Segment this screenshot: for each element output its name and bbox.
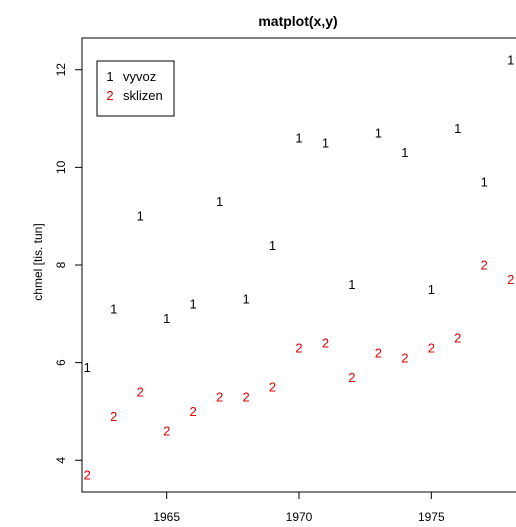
- point-sklizen-1973: 2: [375, 345, 382, 360]
- y-tick-label: 8: [54, 261, 68, 268]
- point-vyvoz-1977: 1: [481, 175, 488, 190]
- point-sklizen-1978: 2: [507, 272, 514, 287]
- point-sklizen-1968: 2: [242, 389, 249, 404]
- point-sklizen-1970: 2: [295, 340, 302, 355]
- point-vyvoz-1963: 1: [110, 301, 117, 316]
- y-tick-label: 10: [54, 160, 68, 174]
- point-sklizen-1974: 2: [401, 350, 408, 365]
- point-sklizen-1962: 2: [84, 467, 91, 482]
- point-sklizen-1975: 2: [428, 340, 435, 355]
- x-tick-label: 1965: [153, 510, 180, 524]
- point-vyvoz-1968: 1: [242, 292, 249, 307]
- point-vyvoz-1971: 1: [322, 135, 329, 150]
- point-vyvoz-1973: 1: [375, 126, 382, 141]
- point-vyvoz-1972: 1: [348, 277, 355, 292]
- point-vyvoz-1970: 1: [295, 131, 302, 146]
- point-vyvoz-1965: 1: [163, 311, 170, 326]
- point-sklizen-1965: 2: [163, 423, 170, 438]
- x-axis: 1965 1970 1975: [153, 492, 445, 524]
- point-vyvoz-1964: 1: [137, 209, 144, 224]
- y-tick-label: 4: [54, 457, 68, 464]
- point-sklizen-1972: 2: [348, 370, 355, 385]
- point-vyvoz-1974: 1: [401, 145, 408, 160]
- chart-title: matplot(x,y): [258, 13, 337, 29]
- point-sklizen-1969: 2: [269, 380, 276, 395]
- point-vyvoz-1976: 1: [454, 121, 461, 136]
- data-marks: 1 1 1 1 1 1 1 1 1 1 1 1 1 1 1 1 1 2 2 2 2 2 2 2 2 2 2 2 2 2 2 2 2 2: [84, 52, 515, 482]
- y-tick-label: 6: [54, 359, 68, 366]
- point-vyvoz-1969: 1: [269, 238, 276, 253]
- point-vyvoz-1975: 1: [428, 282, 435, 297]
- point-sklizen-1964: 2: [137, 384, 144, 399]
- legend-label-vyvoz: vyvoz: [123, 69, 156, 84]
- point-sklizen-1966: 2: [190, 404, 197, 419]
- y-axis: 4 6 8 10 12: [54, 63, 82, 464]
- legend-label-sklizen: sklizen: [123, 88, 163, 103]
- point-sklizen-1967: 2: [216, 389, 223, 404]
- point-sklizen-1971: 2: [322, 336, 329, 351]
- legend-box: [96, 60, 175, 117]
- y-tick-label: 12: [54, 63, 68, 77]
- point-vyvoz-1962: 1: [84, 360, 91, 375]
- point-vyvoz-1978: 1: [507, 52, 514, 67]
- point-sklizen-1963: 2: [110, 409, 117, 424]
- point-vyvoz-1967: 1: [216, 194, 223, 209]
- point-sklizen-1976: 2: [454, 331, 461, 346]
- x-tick-label: 1970: [286, 510, 313, 524]
- legend-symbol-vyvoz: 1: [106, 69, 113, 84]
- x-tick-label: 1975: [418, 510, 445, 524]
- y-axis-label: chmel [tis. tun]: [31, 223, 45, 300]
- legend-symbol-sklizen: 2: [106, 88, 113, 103]
- point-vyvoz-1966: 1: [190, 297, 197, 312]
- point-sklizen-1977: 2: [481, 258, 488, 273]
- legend: 1 vyvoz 2 sklizen: [96, 60, 175, 117]
